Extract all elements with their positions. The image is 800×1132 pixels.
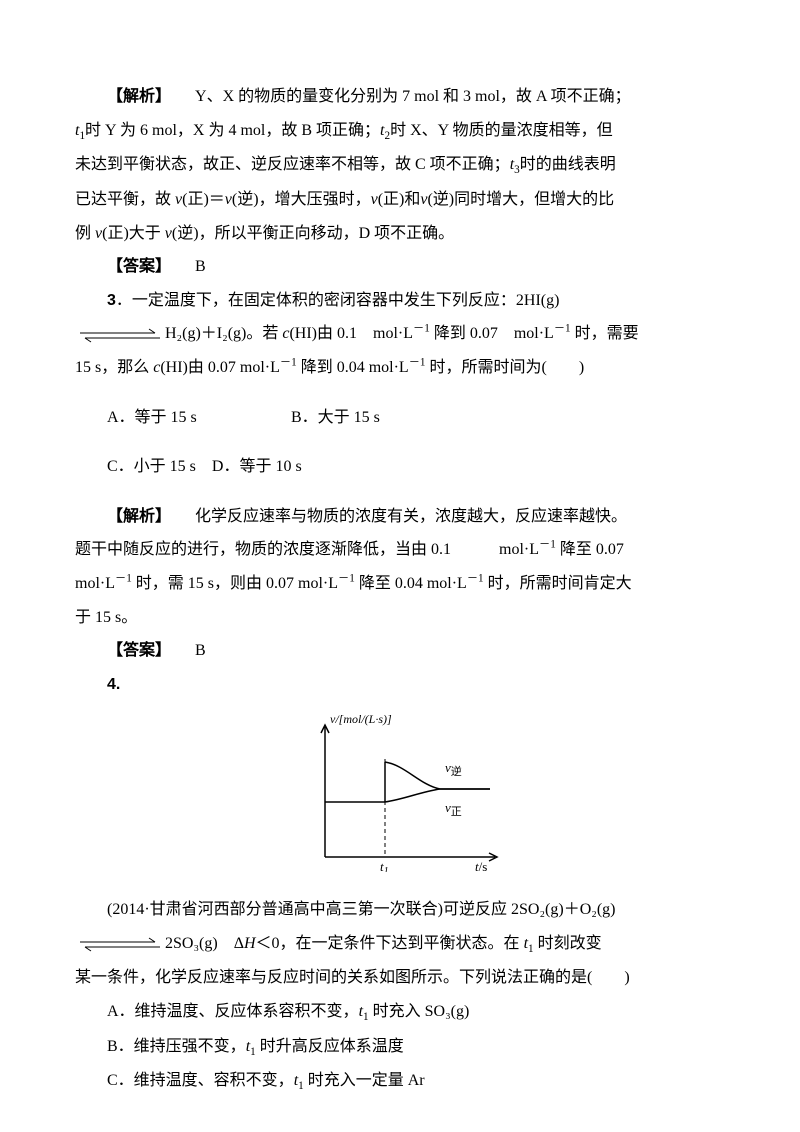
- var-v: v: [165, 225, 172, 242]
- q3-option-c: C．小于 15 s: [107, 458, 196, 475]
- analysis-2-line3: mol·L－1 时，需 15 s，则由 0.07 mol·L－1 降至 0.04…: [75, 567, 725, 601]
- text: 未达到平衡状态，故正、逆反应速率不相等，故 C 项不正确；: [75, 156, 510, 173]
- text: 例: [75, 225, 95, 242]
- analysis-1: 【解析】 Y、X 的物质的量变化分别为 7 mol 和 3 mol，故 A 项不…: [75, 80, 725, 114]
- var-v: v: [371, 191, 378, 208]
- q4-option-c: C．维持温度、容积不变，t1 时充入一定量 Ar: [75, 1064, 725, 1099]
- text: 时，需 15 s，则由 0.07 mol·L: [132, 575, 338, 592]
- x-tick-t1: t1: [380, 859, 389, 872]
- text: (正)大于: [102, 225, 165, 242]
- analysis-1-line5: 例 v(正)大于 v(逆)，所以平衡正向移动，D 项不正确。: [75, 217, 725, 251]
- q4-stem-line2: 某一条件，化学反应速率与反应时间的关系如图所示。下列说法正确的是( ): [75, 961, 725, 995]
- q4-stem-line1: (2014·甘肃省河西部分普通高中高三第一次联合)可逆反应 2SO₂(g)＋O₂…: [75, 893, 725, 927]
- text: 时刻改变: [534, 935, 602, 952]
- answer-value: B: [195, 258, 206, 275]
- equilibrium-arrow-icon: [75, 325, 165, 344]
- q3-line2: 15 s，那么 c(HI)由 0.07 mol·L－1 降到 0.04 mol·…: [75, 351, 725, 385]
- text: (逆)同时增大，但增大的比: [427, 191, 614, 208]
- q3-options-row2: C．小于 15 s D．等于 10 s: [75, 450, 725, 484]
- sup: －1: [413, 323, 430, 335]
- q3-option-b: B．大于 15 s: [291, 401, 380, 435]
- text: B．维持压强不变，: [107, 1038, 246, 1055]
- text: 时，需要: [571, 325, 639, 342]
- q4-source: (2014·甘肃省河西部分普通高中高三第一次联合): [107, 901, 443, 918]
- sup: －1: [467, 573, 484, 585]
- text: C．维持温度、容积不变，: [107, 1072, 294, 1089]
- var-v: v: [225, 191, 232, 208]
- q4-option-b: B．维持压强不变，t1 时升高反应体系温度: [75, 1030, 725, 1065]
- var-h: H: [244, 935, 256, 952]
- analysis-1-line4: 已达平衡，故 v(正)＝v(逆)，增大压强时，v(正)和v(逆)同时增大，但增大…: [75, 183, 725, 217]
- analysis-2: 【解析】 化学反应速率与物质的浓度有关，浓度越大，反应速率越快。: [75, 500, 725, 534]
- q4-option-a: A．维持温度、反应体系容积不变，t1 时充入 SO₃(g): [75, 995, 725, 1030]
- q4-eq: 2SO₃(g) ΔH＜0，在一定条件下达到平衡状态。在 t1 时刻改变: [75, 927, 725, 962]
- text: 于 15 s。: [75, 609, 137, 626]
- q3-stem: 3．一定温度下，在固定体积的密闭容器中发生下列反应：2HI(g): [75, 284, 725, 318]
- text: 时的曲线表明: [520, 156, 616, 173]
- text: 时 X、Y 物质的量浓度相等，但: [390, 122, 613, 139]
- analysis-1-line3: 未达到平衡状态，故正、逆反应速率不相等，故 C 项不正确；t3时的曲线表明: [75, 148, 725, 183]
- text: (正)＝: [182, 191, 225, 208]
- sup: －1: [554, 323, 571, 335]
- q4-figure: v/[mol/(L·s)] v逆 v正 t1 t/s: [75, 707, 725, 885]
- text: 降到 0.04 mol·L: [297, 359, 409, 376]
- text: ＜0，在一定条件下达到平衡状态。在: [256, 935, 524, 952]
- q3-options-row1: A．等于 15 s B．大于 15 s: [75, 401, 725, 435]
- q3-option-a: A．等于 15 s: [107, 401, 287, 435]
- text: 时充入 SO₃(g): [369, 1003, 470, 1020]
- q4-number: 4.: [107, 676, 120, 693]
- text: 题干中随反应的进行，物质的浓度逐渐降低，当由 0.1: [75, 541, 451, 558]
- equilibrium-arrow-icon: [75, 934, 165, 953]
- q3-eq: H₂(g)＋I₂(g)。若 c(HI)由 0.1 mol·L－1 降到 0.07…: [75, 317, 725, 351]
- analysis-label: 【解析】: [107, 508, 171, 525]
- text: (HI)由 0.07 mol·L: [160, 359, 280, 376]
- text: 降到 0.07 mol·L: [430, 325, 554, 342]
- label-v-reverse: v逆: [445, 760, 462, 778]
- text: 降至 0.07: [556, 541, 624, 558]
- text: Y、X 的物质的量变化分别为 7 mol 和 3 mol，故 A 项不正确；: [195, 88, 631, 105]
- sup: －1: [539, 539, 556, 551]
- text: ．一定温度下，在固定体积的密闭容器中发生下列反应：2HI(g): [116, 292, 560, 309]
- text: (逆)，所以平衡正向移动，D 项不正确。: [172, 225, 454, 242]
- text: 时，所需时间为( ): [425, 359, 584, 376]
- text: 可逆反应 2SO₂(g)＋O₂(g): [443, 901, 615, 918]
- answer-value: B: [195, 642, 206, 659]
- q4-number-line: 4.: [75, 668, 725, 702]
- sup: －1: [280, 357, 297, 369]
- analysis-1-line2: t1时 Y 为 6 mol，X 为 4 mol，故 B 项正确；t2时 X、Y …: [75, 114, 725, 149]
- text: 时升高反应体系温度: [256, 1038, 404, 1055]
- sup: －1: [115, 573, 132, 585]
- text: A．维持温度、反应体系容积不变，: [107, 1003, 359, 1020]
- analysis-2-line4: 于 15 s。: [75, 601, 725, 635]
- analysis-2-line2: 题干中随反应的进行，物质的浓度逐渐降低，当由 0.1 mol·L－1 降至 0.…: [75, 533, 725, 567]
- y-axis-label: v/[mol/(L·s)]: [330, 712, 392, 726]
- text: 某一条件，化学反应速率与反应时间的关系如图所示。下列说法正确的是( ): [75, 969, 630, 986]
- text: H₂(g)＋I₂(g)。若: [165, 325, 282, 342]
- q3-option-d: D．等于 10 s: [212, 458, 302, 475]
- text: mol·L: [499, 541, 539, 558]
- answer-label: 【答案】: [107, 258, 171, 275]
- sup: －1: [338, 573, 355, 585]
- answer-2: 【答案】 B: [75, 634, 725, 668]
- text: 时，所需时间肯定大: [484, 575, 632, 592]
- text: 时充入一定量 Ar: [304, 1072, 425, 1089]
- q3-number: 3: [107, 292, 116, 309]
- rate-vs-time-chart: v/[mol/(L·s)] v逆 v正 t1 t/s: [290, 707, 510, 872]
- sup: －1: [409, 357, 426, 369]
- text: 降至 0.04 mol·L: [355, 575, 467, 592]
- text: (逆)，增大压强时，: [232, 191, 371, 208]
- text: 已达平衡，故: [75, 191, 175, 208]
- text: mol·L: [75, 575, 115, 592]
- text: 2SO₃(g) Δ: [165, 935, 244, 952]
- text: 化学反应速率与物质的浓度有关，浓度越大，反应速率越快。: [195, 508, 627, 525]
- text: 15 s，那么: [75, 359, 153, 376]
- label-v-forward: v正: [445, 800, 462, 818]
- answer-1: 【答案】 B: [75, 250, 725, 284]
- answer-label: 【答案】: [107, 642, 171, 659]
- x-axis-label: t/s: [475, 859, 487, 872]
- analysis-label: 【解析】: [107, 88, 171, 105]
- text: 时 Y 为 6 mol，X 为 4 mol，故 B 项正确；: [85, 122, 380, 139]
- text: (正)和: [378, 191, 421, 208]
- text: (HI)由 0.1 mol·L: [289, 325, 413, 342]
